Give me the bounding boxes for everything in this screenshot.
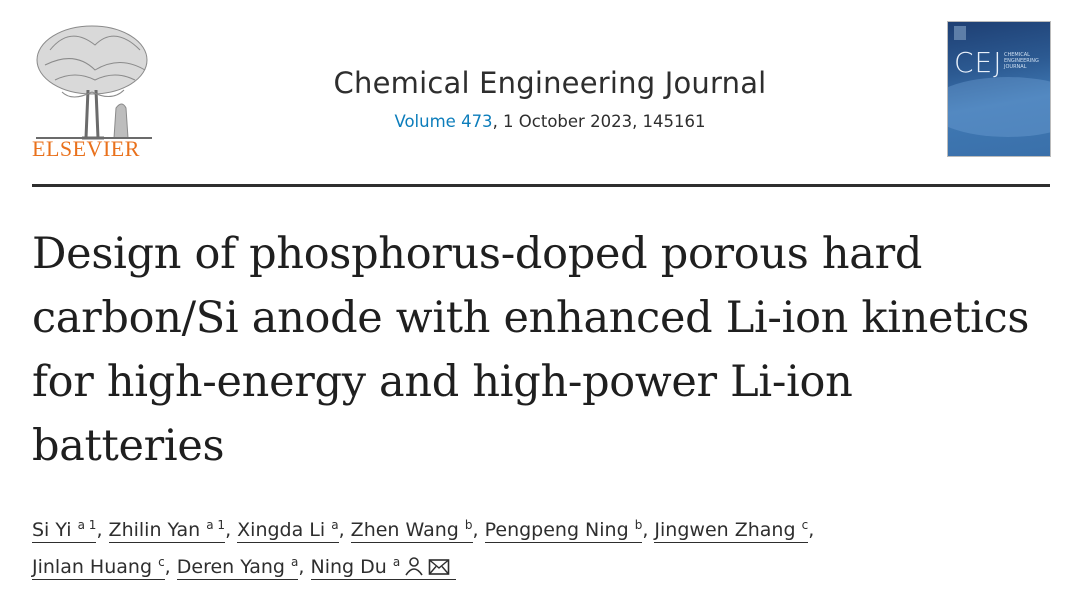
author-link[interactable]: Jinlan Huang c [32, 555, 165, 580]
author-link[interactable]: Zhilin Yan a 1 [108, 518, 226, 543]
journal-header: Chemical Engineering Journal Volume 473,… [300, 66, 800, 131]
cover-publisher-logo [954, 26, 966, 40]
author-list: Si Yi a 1, Zhilin Yan a 1, Xingda Li a, … [32, 518, 815, 580]
journal-title[interactable]: Chemical Engineering Journal [333, 66, 767, 100]
elsevier-tree-logo [36, 25, 152, 140]
issue-date-article-number: , 1 October 2023, 145161 [492, 112, 706, 131]
envelope-icon [428, 559, 450, 575]
author-link[interactable]: Jingwen Zhang c [654, 518, 809, 543]
elsevier-wordmark: ELSEVIER [32, 136, 140, 161]
article-title: Design of phosphorus-doped porous hard c… [32, 229, 1030, 471]
journal-cover-thumbnail[interactable]: CEJ CHEMICAL ENGINEERING JOURNAL [947, 21, 1051, 157]
author-link[interactable]: Si Yi a 1 [32, 518, 97, 543]
person-icon [405, 557, 423, 576]
cover-wave [948, 77, 1050, 137]
author-link[interactable]: Xingda Li a [237, 518, 339, 543]
author-link[interactable]: Pengpeng Ning b [484, 518, 643, 543]
author-link[interactable]: Deren Yang a [176, 555, 299, 580]
volume-link[interactable]: Volume 473 [394, 112, 493, 131]
header-divider [32, 184, 1050, 187]
issue-info: Volume 473, 1 October 2023, 145161 [300, 112, 800, 131]
author-link[interactable]: Zhen Wang b [350, 518, 473, 543]
author-link-corresponding[interactable]: Ning Du a [310, 556, 457, 580]
cover-cej-text: CEJ [954, 46, 1003, 79]
cover-subtitle: CHEMICAL ENGINEERING JOURNAL [1004, 52, 1039, 70]
